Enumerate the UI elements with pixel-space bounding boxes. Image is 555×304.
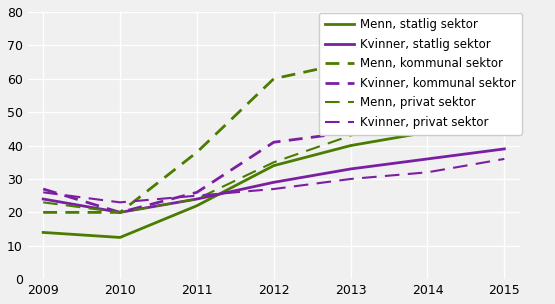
Menn, kommunal sektor xyxy=(117,211,123,214)
Line: Kvinner, privat sektor: Kvinner, privat sektor xyxy=(43,159,504,202)
Menn, statlig sektor xyxy=(501,124,508,127)
Kvinner, statlig sektor xyxy=(117,211,123,214)
Kvinner, kommunal sektor xyxy=(40,187,47,191)
Kvinner, privat sektor xyxy=(270,187,277,191)
Kvinner, statlig sektor xyxy=(40,197,47,201)
Kvinner, kommunal sektor xyxy=(501,120,508,124)
Kvinner, kommunal sektor xyxy=(117,211,123,214)
Menn, statlig sektor xyxy=(194,204,200,208)
Menn, kommunal sektor xyxy=(194,150,200,154)
Menn, privat sektor xyxy=(347,134,354,137)
Menn, statlig sektor xyxy=(40,231,47,234)
Menn, privat sektor xyxy=(424,114,431,117)
Line: Kvinner, statlig sektor: Kvinner, statlig sektor xyxy=(43,149,504,212)
Menn, statlig sektor xyxy=(347,144,354,147)
Kvinner, privat sektor xyxy=(40,191,47,194)
Menn, kommunal sektor xyxy=(501,43,508,47)
Menn, kommunal sektor xyxy=(40,211,47,214)
Kvinner, kommunal sektor xyxy=(347,130,354,134)
Kvinner, privat sektor xyxy=(424,171,431,174)
Kvinner, kommunal sektor xyxy=(270,140,277,144)
Line: Kvinner, kommunal sektor: Kvinner, kommunal sektor xyxy=(43,122,504,212)
Kvinner, statlig sektor xyxy=(501,147,508,151)
Kvinner, kommunal sektor xyxy=(424,124,431,127)
Kvinner, privat sektor xyxy=(194,194,200,198)
Menn, kommunal sektor xyxy=(347,60,354,64)
Kvinner, privat sektor xyxy=(117,201,123,204)
Menn, privat sektor xyxy=(270,161,277,164)
Kvinner, statlig sektor xyxy=(347,167,354,171)
Menn, statlig sektor xyxy=(424,130,431,134)
Menn, privat sektor xyxy=(40,201,47,204)
Menn, statlig sektor xyxy=(270,164,277,168)
Menn, kommunal sektor xyxy=(424,50,431,54)
Menn, kommunal sektor xyxy=(270,77,277,81)
Legend: Menn, statlig sektor, Kvinner, statlig sektor, Menn, kommunal sektor, Kvinner, k: Menn, statlig sektor, Kvinner, statlig s… xyxy=(319,12,522,135)
Kvinner, privat sektor xyxy=(501,157,508,161)
Kvinner, privat sektor xyxy=(347,177,354,181)
Menn, privat sektor xyxy=(501,104,508,107)
Menn, privat sektor xyxy=(194,197,200,201)
Menn, statlig sektor xyxy=(117,236,123,239)
Line: Menn, statlig sektor: Menn, statlig sektor xyxy=(43,126,504,237)
Kvinner, kommunal sektor xyxy=(194,191,200,194)
Line: Menn, kommunal sektor: Menn, kommunal sektor xyxy=(43,45,504,212)
Menn, privat sektor xyxy=(117,211,123,214)
Kvinner, statlig sektor xyxy=(424,157,431,161)
Kvinner, statlig sektor xyxy=(270,181,277,184)
Line: Menn, privat sektor: Menn, privat sektor xyxy=(43,105,504,212)
Kvinner, statlig sektor xyxy=(194,197,200,201)
